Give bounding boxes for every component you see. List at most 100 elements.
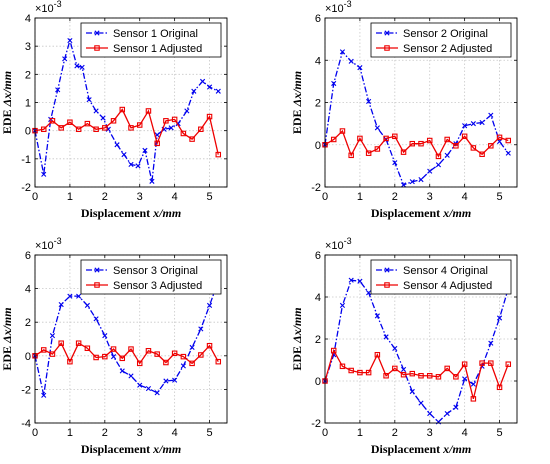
data-point-square-marker	[357, 369, 363, 376]
legend-x-marker	[94, 267, 100, 273]
data-point-x-marker	[62, 56, 68, 62]
x-tick-label: 1	[357, 427, 363, 439]
x-axis-label-text: Displacement	[81, 442, 153, 456]
data-point-square-marker	[453, 374, 459, 380]
x-axis-label: Displacement x/mm	[371, 206, 471, 220]
legend-square-marker	[94, 45, 100, 51]
y-tick-label: 4	[25, 284, 31, 296]
data-point-square-marker	[479, 360, 485, 366]
multiplier-base: ×10	[325, 240, 344, 252]
y-axis-label-unit: Δx/mm	[290, 71, 304, 108]
y-tick-label: 4	[315, 55, 321, 67]
data-point-square-marker	[470, 145, 477, 151]
data-point-square-marker	[374, 351, 381, 358]
series-line	[324, 348, 509, 400]
data-point-square-marker	[392, 133, 398, 140]
data-point-square-marker	[40, 126, 47, 133]
data-point-x-marker	[145, 385, 152, 392]
data-point-x-marker	[149, 178, 155, 184]
data-point-x-marker	[366, 98, 372, 105]
data-point-x-marker	[488, 112, 494, 118]
data-point-square-marker	[461, 133, 468, 140]
data-point-x-marker	[383, 334, 389, 340]
data-point-square-marker	[75, 126, 82, 133]
data-point-x-marker	[74, 63, 80, 69]
data-point-x-marker	[427, 168, 433, 174]
x-tick-label: 0	[32, 427, 38, 439]
data-point-x-marker	[435, 162, 442, 168]
data-point-square-marker	[136, 122, 143, 128]
x-axis-label-unit: x/mm	[152, 442, 181, 456]
y-axis-label-text: EDE	[0, 343, 14, 371]
data-point-x-marker	[392, 345, 398, 352]
axes-frame	[324, 254, 518, 424]
data-point-x-marker	[470, 381, 476, 387]
data-point-square-marker	[348, 152, 354, 159]
data-point-square-marker	[444, 365, 450, 372]
y-tick-label: 3	[25, 41, 31, 53]
y-tick-label: 1	[25, 98, 31, 110]
data-point-x-marker	[206, 302, 213, 308]
data-point-square-marker	[461, 361, 468, 367]
legend-label: Sensor 2 Original	[403, 28, 488, 40]
legend-box	[370, 259, 512, 295]
data-point-square-marker	[206, 342, 213, 349]
data-point-x-marker	[135, 163, 141, 169]
data-point-x-marker	[76, 293, 82, 299]
y-axis-multiplier: ×10-3	[35, 236, 62, 252]
data-point-square-marker	[110, 346, 117, 352]
data-point-x-marker	[41, 171, 47, 177]
y-axis-label-unit: Δx/mm	[0, 71, 14, 108]
legend: Sensor 4 Original Sensor 4 Adjusted	[370, 259, 512, 295]
data-point-square-marker	[102, 125, 108, 131]
legend-x-marker	[94, 30, 100, 36]
data-point-square-marker	[128, 125, 134, 131]
data-point-x-marker	[409, 179, 415, 185]
data-point-x-marker	[93, 316, 99, 322]
axes-frame	[34, 254, 228, 424]
data-point-x-marker	[154, 390, 160, 396]
legend-label: Sensor 3 Original	[113, 265, 198, 277]
x-tick-label: 5	[496, 191, 502, 203]
legend-square-marker	[94, 282, 100, 288]
x-tick-label: 4	[462, 191, 468, 203]
x-axis-label-text: Displacement	[371, 442, 443, 456]
data-point-square-marker	[67, 119, 73, 125]
data-point-square-marker	[400, 371, 407, 378]
data-point-square-marker	[496, 384, 503, 391]
data-point-x-marker	[142, 147, 148, 153]
data-point-square-marker	[136, 360, 143, 367]
y-axis-label-text: EDE	[290, 343, 304, 371]
legend-square-marker	[384, 45, 390, 51]
data-point-square-marker	[444, 136, 450, 143]
y-tick-label: 0	[315, 376, 321, 388]
data-point-x-marker	[374, 125, 380, 131]
data-point-square-marker	[102, 353, 108, 360]
x-axis-label: Displacement x/mm	[371, 442, 471, 456]
data-point-square-marker	[180, 353, 187, 360]
x-tick-label: 3	[427, 427, 433, 439]
y-axis-multiplier: ×10-3	[325, 236, 352, 252]
x-axis-label: Displacement x/mm	[81, 442, 181, 456]
data-point-square-marker	[418, 372, 424, 379]
x-tick-label: 2	[392, 427, 398, 439]
multiplier-exponent: -3	[344, 236, 352, 246]
data-point-x-marker	[215, 88, 221, 94]
data-point-square-marker	[505, 137, 512, 144]
data-point-square-marker	[505, 361, 512, 367]
legend: Sensor 3 Original Sensor 3 Adjusted	[80, 259, 222, 295]
data-point-x-marker	[470, 121, 476, 127]
data-point-square-marker	[374, 146, 381, 152]
y-axis-label: EDE Δx/mm	[290, 71, 304, 134]
x-tick-label: 0	[32, 191, 38, 203]
legend-label: Sensor 3 Adjusted	[113, 280, 202, 292]
data-point-square-marker	[163, 118, 169, 124]
data-point-x-marker	[409, 388, 415, 395]
data-point-square-marker	[40, 347, 47, 353]
data-point-x-marker	[418, 400, 424, 406]
data-point-x-marker	[128, 373, 134, 379]
data-point-x-marker	[206, 84, 213, 90]
data-point-x-marker	[128, 161, 134, 168]
data-point-x-marker	[462, 123, 468, 129]
